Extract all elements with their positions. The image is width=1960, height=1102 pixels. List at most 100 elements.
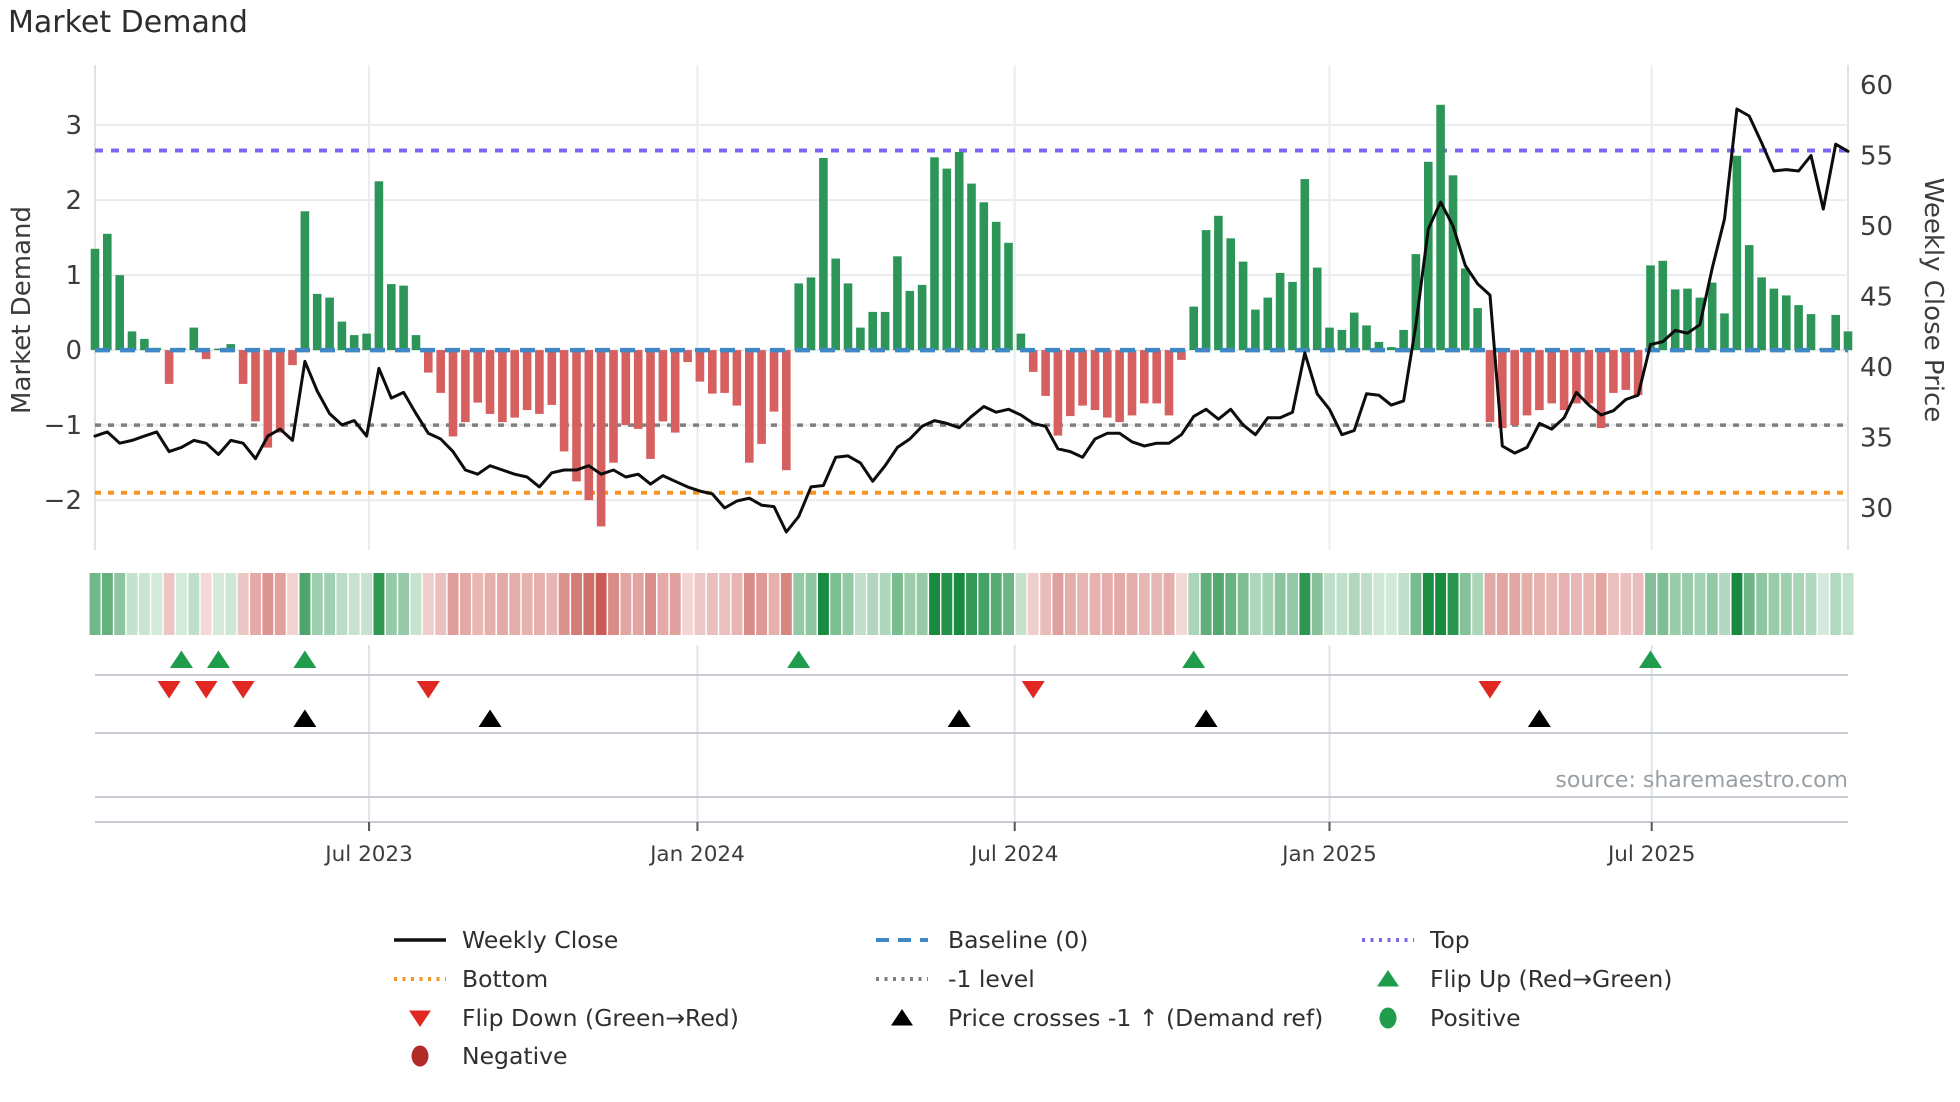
demand-bar [1633, 350, 1643, 396]
heatmap-cell [842, 573, 854, 635]
heatmap-cell [1089, 573, 1101, 635]
demand-bar [1028, 350, 1038, 372]
demand-bar [1621, 350, 1631, 390]
heatmap-cell [237, 573, 249, 635]
heatmap-cell [497, 573, 508, 635]
price-cross-marker [1527, 709, 1551, 727]
demand-bar [1596, 350, 1606, 429]
demand-bar [1806, 314, 1816, 351]
demand-bar [337, 321, 347, 351]
left-tick-label: −2 [44, 486, 82, 516]
heatmap-cell [793, 573, 805, 635]
heatmap-cell [1472, 573, 1484, 635]
demand-bar [1399, 329, 1408, 351]
demand-bar [1053, 350, 1063, 436]
heatmap-cell [669, 573, 681, 635]
flip-up-marker [169, 650, 193, 668]
price-cross-marker [293, 709, 317, 727]
demand-bar [819, 158, 828, 351]
legend-item-weekly-close: Weekly Close [394, 926, 618, 954]
heatmap-cell [1422, 573, 1434, 635]
legend-marker-flip-down-icon [409, 1010, 431, 1027]
legend-label: Baseline (0) [948, 926, 1088, 954]
demand-bar [559, 350, 569, 452]
heatmap-cell [657, 573, 669, 635]
demand-bar [226, 344, 236, 351]
heatmap-cell [534, 573, 545, 635]
demand-bar [1707, 282, 1717, 351]
demand-bar [1436, 104, 1445, 351]
x-tick-label: Jan 2025 [1280, 842, 1377, 867]
demand-bar [300, 211, 310, 351]
demand-bar [1288, 281, 1297, 351]
heatmap-cell [1410, 573, 1422, 635]
legend-label: Positive [1430, 1004, 1521, 1032]
demand-bar [522, 350, 532, 411]
heatmap-cell [1435, 573, 1447, 635]
demand-bar [436, 350, 445, 393]
heatmap-cell [1250, 573, 1261, 635]
flip-down-marker [416, 681, 440, 699]
demand-bar [1201, 230, 1211, 351]
demand-bar [769, 350, 779, 412]
heatmap-cell [324, 573, 336, 635]
heatmap-cell [1385, 573, 1397, 635]
demand-bar [745, 350, 754, 463]
heatmap-cell [163, 573, 175, 635]
heatmap-cell [595, 573, 607, 635]
heatmap-cell [645, 573, 656, 635]
demand-bar [1609, 350, 1618, 393]
heatmap-cell [731, 573, 743, 635]
demand-bar [1066, 350, 1075, 417]
legend-marker-price-cross-icon [891, 1009, 913, 1026]
heatmap-cell [1200, 573, 1212, 635]
heatmap-cell [101, 573, 113, 635]
heatmap-cell [941, 573, 953, 635]
heatmap-cell [1225, 573, 1237, 635]
x-tick-label: Jul 2024 [969, 842, 1059, 867]
demand-bar [1263, 297, 1273, 351]
x-tick-label: Jul 2025 [1606, 842, 1696, 867]
heatmap-cell [336, 573, 348, 635]
heatmap-cell [1311, 573, 1323, 635]
legend-marker-negative-icon [411, 1045, 429, 1067]
heatmap-cell [1706, 573, 1718, 635]
heatmap-cell [1842, 573, 1854, 635]
demand-bar [683, 350, 692, 363]
legend-label: Price crosses -1 ↑ (Demand ref) [948, 1004, 1323, 1032]
heatmap-cell [89, 573, 101, 635]
heatmap-cell [410, 573, 422, 635]
demand-bar [1312, 267, 1322, 351]
demand-bar [1214, 215, 1223, 351]
demand-bar [411, 335, 421, 351]
heatmap-cell [1324, 573, 1335, 635]
right-tick-label: 55 [1860, 142, 1893, 172]
heatmap-cell [1188, 573, 1200, 635]
flip-up-marker [787, 650, 811, 668]
demand-bar [1362, 325, 1371, 351]
heatmap-cell [966, 573, 977, 635]
demand-bar [1325, 327, 1334, 351]
heatmap-cell [719, 573, 731, 635]
x-tick-label: Jul 2023 [323, 842, 413, 867]
right-tick-label: 30 [1860, 494, 1893, 524]
heatmap-cell [213, 573, 224, 635]
heatmap-cell [1373, 573, 1385, 635]
demand-bar [140, 338, 149, 351]
demand-bar [732, 350, 742, 406]
demand-bar [1510, 350, 1519, 426]
heatmap-cell [1336, 573, 1348, 635]
demand-bar [596, 350, 606, 527]
heatmap-cell [1669, 573, 1681, 635]
heatmap-cell [1287, 573, 1298, 635]
demand-bar [646, 350, 655, 459]
heatmap-cell [460, 573, 471, 635]
heatmap-cell [1558, 573, 1570, 635]
demand-bar [1683, 288, 1692, 351]
demand-bar [312, 293, 322, 351]
demand-bar [1374, 341, 1384, 351]
demand-bar [127, 331, 137, 351]
demand-bar [1794, 305, 1803, 351]
heatmap-cell [1064, 573, 1076, 635]
